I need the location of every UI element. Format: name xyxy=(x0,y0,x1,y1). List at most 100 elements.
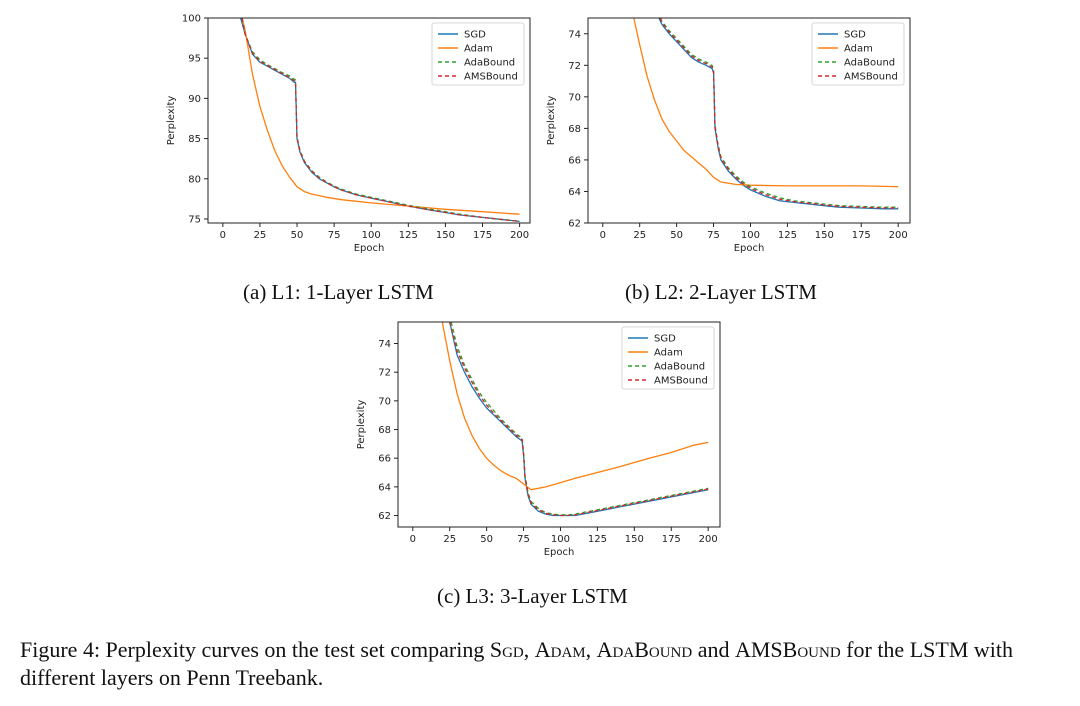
y-tick-label: 100 xyxy=(182,14,201,25)
x-tick-label: 125 xyxy=(588,534,607,545)
x-tick-label: 175 xyxy=(473,230,492,241)
x-tick-label: 200 xyxy=(699,534,718,545)
y-tick-label: 75 xyxy=(188,214,201,225)
x-axis-label: Epoch xyxy=(544,547,575,558)
x-tick-label: 125 xyxy=(778,230,797,241)
x-tick-label: 150 xyxy=(625,534,644,545)
legend-label-adabound: AdaBound xyxy=(654,362,705,373)
legend-box xyxy=(621,326,715,390)
series-line-adam xyxy=(633,18,899,188)
x-tick-label: 75 xyxy=(517,534,530,545)
y-tick-label: 70 xyxy=(378,396,391,407)
caption-sep3: and xyxy=(692,637,735,662)
caption-sep1: , xyxy=(523,637,535,662)
y-tick-label: 72 xyxy=(378,368,391,379)
x-tick-label: 150 xyxy=(436,230,455,241)
x-tick-label: 50 xyxy=(670,230,683,241)
legend-box xyxy=(811,22,905,86)
x-tick-label: 25 xyxy=(443,534,456,545)
y-tick-label: 72 xyxy=(568,61,581,72)
series-line-amsbound xyxy=(659,18,899,209)
x-tick-label: 75 xyxy=(328,230,341,241)
x-tick-label: 25 xyxy=(633,230,646,241)
caption-suffix: for the LSTM with different layers on Pe… xyxy=(20,637,1013,690)
x-tick-label: 50 xyxy=(291,230,304,241)
caption-prefix: Figure 4: Perplexity curves on the test … xyxy=(20,637,490,662)
legend: SGD Adam AdaBound AMSBound xyxy=(811,22,905,86)
y-tick-label: 90 xyxy=(188,94,201,105)
subcaption-a: (a) L1: 1-Layer LSTM xyxy=(243,280,434,304)
x-tick-label: 50 xyxy=(480,534,493,545)
subcaption-b: (b) L2: 2-Layer LSTM xyxy=(625,280,817,304)
y-axis-label: Perplexity xyxy=(166,96,177,146)
y-tick-label: 95 xyxy=(188,54,201,65)
series-line-adabound xyxy=(241,18,520,223)
legend-label-amsbound: AMSBound xyxy=(844,72,898,83)
legend-label-sgd: SGD xyxy=(464,30,486,41)
x-tick-label: 0 xyxy=(600,230,606,241)
x-axis-label: Epoch xyxy=(734,243,765,254)
caption-sep2: , xyxy=(585,637,597,662)
x-tick-label: 75 xyxy=(707,230,720,241)
caption-amsbound: AMSBound xyxy=(734,637,841,662)
y-tick-label: 64 xyxy=(378,482,391,493)
x-tick-label: 0 xyxy=(410,534,416,545)
chart-l2-2-layer-lstm: 0 25 50 75 100 125 150 175 200 62 64 66 68 70 72 74 Epoc… xyxy=(546,17,911,254)
y-tick-label: 68 xyxy=(378,425,391,436)
x-tick-label: 100 xyxy=(551,534,570,545)
x-tick-label: 200 xyxy=(510,230,529,241)
series-line-sgd xyxy=(658,18,899,210)
figure-caption: Figure 4: Perplexity curves on the test … xyxy=(20,636,1070,692)
legend: SGD Adam AdaBound AMSBound xyxy=(431,22,525,86)
x-tick-label: 25 xyxy=(254,230,267,241)
y-axis-label: Perplexity xyxy=(546,96,557,146)
series-group xyxy=(239,18,520,223)
legend-label-adam: Adam xyxy=(464,44,493,55)
x-tick-label: 125 xyxy=(399,230,418,241)
x-tick-label: 0 xyxy=(220,230,226,241)
chart-l3-3-layer-lstm: 0 25 50 75 100 125 150 175 200 62 64 66 68 70 72 74 Epoc… xyxy=(356,321,721,558)
plot-frame xyxy=(397,321,721,528)
legend-label-adabound: AdaBound xyxy=(464,58,515,69)
legend-label-adam: Adam xyxy=(654,348,683,359)
caption-adabound: AdaBound xyxy=(596,637,693,662)
caption-sgd: Sgd xyxy=(489,637,524,662)
series-group xyxy=(633,18,899,210)
series-line-adam xyxy=(441,322,709,491)
legend: SGD Adam AdaBound AMSBound xyxy=(621,326,715,390)
plot-frame xyxy=(587,17,911,224)
series-line-sgd xyxy=(449,322,709,517)
series-group xyxy=(441,322,709,517)
x-tick-label: 175 xyxy=(852,230,871,241)
caption-adam: Adam xyxy=(534,637,586,662)
y-tick-label: 74 xyxy=(378,339,391,350)
y-tick-label: 80 xyxy=(188,174,201,185)
y-tick-label: 68 xyxy=(568,124,581,135)
series-line-adabound xyxy=(450,322,709,516)
series-line-amsbound xyxy=(449,322,709,517)
legend-label-amsbound: AMSBound xyxy=(654,376,708,387)
y-tick-label: 64 xyxy=(568,187,581,198)
chart-l1-1-layer-lstm: 0 25 50 75 100 125 150 175 200 75 80 85 90 95 100 Epoch… xyxy=(166,14,531,254)
plot-frame xyxy=(207,17,531,224)
legend-label-sgd: SGD xyxy=(844,30,866,41)
x-tick-label: 175 xyxy=(662,534,681,545)
series-line-amsbound xyxy=(241,18,520,223)
y-tick-label: 74 xyxy=(568,29,581,40)
series-line-adabound xyxy=(659,18,899,208)
legend-label-adam: Adam xyxy=(844,44,873,55)
y-tick-label: 70 xyxy=(568,92,581,103)
y-tick-label: 85 xyxy=(188,134,201,145)
y-tick-label: 66 xyxy=(568,155,581,166)
x-axis-label: Epoch xyxy=(354,243,385,254)
legend-label-amsbound: AMSBound xyxy=(464,72,518,83)
series-line-adam xyxy=(241,18,520,215)
legend-label-sgd: SGD xyxy=(654,334,676,345)
x-tick-label: 100 xyxy=(362,230,381,241)
x-tick-label: 100 xyxy=(741,230,760,241)
legend-label-adabound: AdaBound xyxy=(844,58,895,69)
legend-box xyxy=(431,22,525,86)
y-tick-label: 62 xyxy=(378,511,391,522)
y-tick-label: 62 xyxy=(568,219,581,230)
x-tick-label: 150 xyxy=(815,230,834,241)
